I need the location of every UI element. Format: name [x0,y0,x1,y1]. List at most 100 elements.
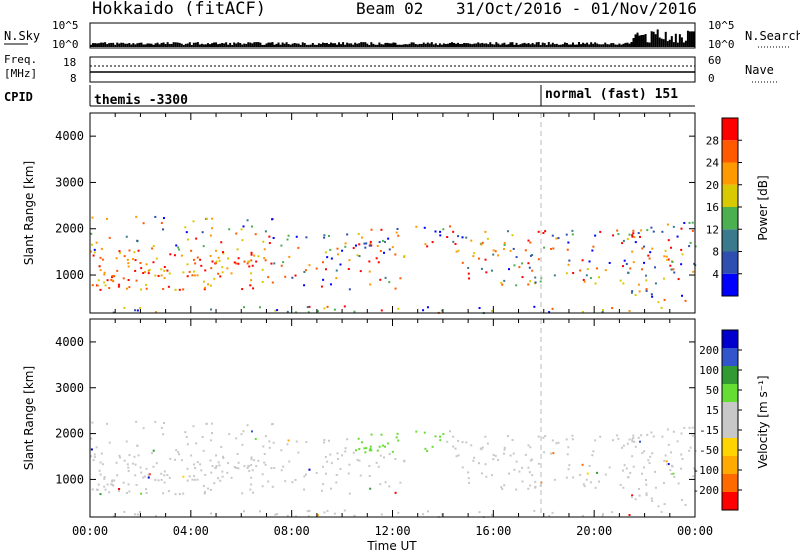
nsky-bar [670,36,673,47]
power-cell [214,262,217,265]
power-cell [531,254,534,257]
velocity-cell [247,464,250,467]
power-cell [581,259,584,262]
power-cell [134,259,137,262]
power-ytick-label: 3000 [55,175,84,189]
power-cell [567,241,570,244]
nsky-bar [457,42,460,47]
velocity-ytick-label: 3000 [55,381,84,395]
nsky-bar [148,43,151,47]
velocity-cell [566,453,569,456]
velocity-ytick-label: 4000 [55,335,84,349]
velocity-cell [572,476,575,479]
power-cell [221,266,224,269]
nsky-bar [656,29,659,47]
nsky-bar [614,44,617,47]
velocity-cell [446,440,449,443]
velocity-cell [691,426,694,429]
power-cell [274,309,277,312]
nsky-bar [380,44,383,47]
nsky-bar [217,44,220,47]
velocity-cell [168,476,171,479]
velocity-cell [654,486,657,489]
power-cell [103,271,106,274]
power-cell [512,247,515,250]
velocity-cell [491,513,494,516]
velocity-cell [631,494,634,497]
velocity-cell [103,485,106,488]
velocity-cell [140,471,143,474]
power-cell [452,230,455,233]
velocity-cell [203,492,206,495]
nsky-bar [594,42,597,47]
velocity-cell [209,488,212,491]
velocity-cell [163,481,166,484]
power-cell [91,216,94,219]
power-cell [346,233,349,236]
velocity-cell [529,446,532,449]
power-ytick-label: 4000 [55,129,84,143]
power-cell [503,243,506,246]
velocity-cell [513,468,516,471]
velocity-cell [125,440,128,443]
nsky-bar [547,42,550,47]
power-cell [631,250,634,253]
velocity-cell [661,435,664,438]
power-cell [537,230,540,233]
nsky-bar [499,44,502,47]
velocity-cell [632,434,635,437]
velocity-cell [113,479,116,482]
nsky-bar [541,42,544,47]
power-cell [219,275,222,278]
power-cell [491,309,494,312]
power-cell [139,306,142,309]
power-cell [196,274,199,277]
power-cell [254,233,257,236]
velocity-cell [604,473,607,476]
nsky-bar [154,43,157,47]
velocity-cell [379,483,382,486]
nsky-bar [293,42,296,47]
velocity-cell [264,435,267,438]
power-cell [144,271,147,274]
power-cell [106,279,109,282]
power-cell [379,278,382,281]
colorbar-tick-label: 15 [706,404,719,417]
velocity-cell [531,474,534,477]
velocity-cell [581,514,584,517]
nsky-bar [666,41,669,47]
velocity-cell [233,465,236,468]
nsky-bar [543,43,546,47]
power-cell [521,276,524,279]
nave-label: Nave [745,63,774,77]
nsky-bar [636,32,639,47]
power-cell [162,228,165,231]
nsky-bar [551,42,554,47]
velocity-cell [431,445,434,448]
power-cell [673,271,676,274]
power-cell [370,228,373,231]
nsky-bar [644,34,647,47]
velocity-cell [548,515,551,518]
colorbar-tick-label: 8 [712,246,719,259]
velocity-cell [352,451,355,454]
velocity-cell [305,441,308,444]
power-heatmap [90,215,697,315]
velocity-cell [693,467,696,470]
power-cell [490,269,493,272]
freq-panel: Freq. [MHz] 18 8 60 0 Nave [4,53,778,85]
nsky-bar [370,42,373,47]
velocity-cell [243,510,246,513]
velocity-cell [481,446,484,449]
nsky-bar [188,42,191,47]
velocity-cell [344,447,347,450]
velocity-cell [381,444,384,447]
velocity-cell [480,448,483,451]
power-cell [637,232,640,235]
nsky-bar [323,43,326,47]
nsky-bar [436,44,439,47]
power-cell [664,249,667,252]
power-cell [654,282,657,285]
velocity-cell [182,475,185,478]
nsky-bar [622,43,625,47]
